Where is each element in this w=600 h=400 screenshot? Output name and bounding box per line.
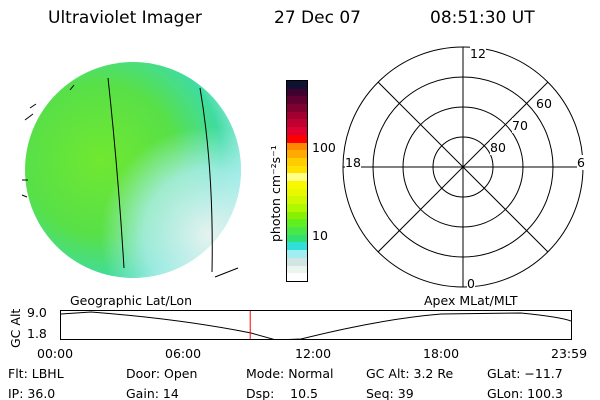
color-scale-segment <box>287 81 307 89</box>
color-scale-segment <box>287 211 307 220</box>
color-scale-segment <box>287 188 307 197</box>
color-scale-segment <box>287 250 307 258</box>
y-tick: 9.0 <box>27 305 47 320</box>
time-label: 08:51:30 UT <box>430 8 535 28</box>
x-tick: 06:00 <box>165 346 202 361</box>
color-scale-segment <box>287 196 307 204</box>
x-tick: 00:00 <box>37 346 74 361</box>
polar-grid <box>342 46 584 288</box>
seq-status: Seq: 39 <box>366 386 414 400</box>
orbit-altitude-timeline[interactable] <box>60 310 572 340</box>
filter-status: Flt: LBHL <box>8 366 64 381</box>
color-scale-segment <box>287 273 307 281</box>
auroral-image <box>21 62 241 278</box>
colorbar-tick: 100 <box>312 140 336 155</box>
color-scale-segment <box>287 265 307 274</box>
lat-label-80: 80 <box>490 140 506 155</box>
longitude-line <box>199 87 213 273</box>
color-scale-segment <box>287 204 307 212</box>
color-scale-segment <box>287 165 307 174</box>
glat-status: GLat: −11.7 <box>487 366 563 381</box>
lat-label-70: 70 <box>512 118 528 133</box>
color-scale-segment <box>287 173 307 181</box>
color-scale-segment <box>287 242 307 251</box>
mode-status: Mode: Normal <box>246 366 334 381</box>
y-tick: 1.8 <box>27 326 47 341</box>
color-scale-segment <box>287 150 307 158</box>
color-scale-segment <box>287 219 307 228</box>
mlt-label-0: 0 <box>467 276 475 291</box>
color-scale-segment <box>287 104 307 112</box>
mlt-label-12: 12 <box>470 46 486 61</box>
color-scale-segment <box>287 111 307 120</box>
color-scale-segment <box>287 119 307 128</box>
instrument-title: Ultraviolet Imager <box>48 8 202 28</box>
dsp-status: Dsp: 10.5 <box>246 386 319 400</box>
door-status: Door: Open <box>126 366 198 381</box>
colorbar-tick: 10 <box>312 228 328 243</box>
color-scale-segment <box>287 127 307 135</box>
color-scale-segment <box>287 234 307 243</box>
date-label: 27 Dec 07 <box>274 8 361 28</box>
gc-alt-status: GC Alt: 3.2 Re <box>366 366 454 381</box>
x-tick: 23:59 <box>551 346 588 361</box>
color-scale-bar <box>286 80 308 282</box>
color-scale-segment <box>287 96 307 105</box>
color-scale-segment <box>287 88 307 97</box>
color-scale-segment <box>287 227 307 235</box>
glon-status: GLon: 100.3 <box>487 386 563 400</box>
mlt-label-6: 6 <box>577 155 585 170</box>
mlt-label-18: 18 <box>345 155 361 170</box>
color-scale-segment <box>287 157 307 166</box>
color-scale-segment <box>287 134 307 143</box>
color-scale-segment <box>287 257 307 266</box>
color-scale-segment <box>287 180 307 189</box>
ip-status: IP: 36.0 <box>8 386 56 400</box>
x-tick: 18:00 <box>423 346 460 361</box>
longitude-line <box>107 77 125 269</box>
lat-label-60: 60 <box>536 96 552 111</box>
colorbar-label: photon cm⁻²s⁻¹ <box>268 145 283 242</box>
apex-label: Apex MLat/MLT <box>424 293 518 308</box>
altitude-curve <box>61 311 571 339</box>
color-scale-segment <box>287 142 307 151</box>
x-tick: 12:00 <box>295 346 332 361</box>
gain-status: Gain: 14 <box>126 386 179 400</box>
geographic-label: Geographic Lat/Lon <box>70 293 192 308</box>
gc-alt-axis-label: GC Alt <box>8 308 23 348</box>
